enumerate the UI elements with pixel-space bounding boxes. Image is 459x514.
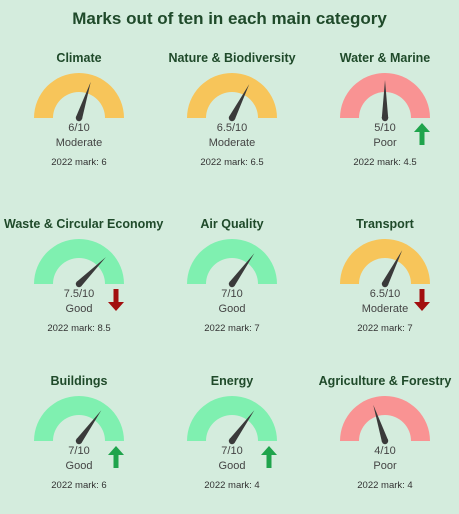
- gauge-arc: [340, 73, 430, 118]
- previous-mark: 2022 mark: 6: [51, 480, 107, 491]
- arrow-up-icon: [414, 123, 430, 145]
- category-name: Climate: [56, 51, 102, 65]
- score-value: 7/10: [68, 445, 90, 457]
- rating-label: Moderate: [55, 137, 103, 149]
- score-value: 7/10: [221, 445, 243, 457]
- rating-label: Moderate: [208, 137, 256, 149]
- score-gauge: [340, 239, 430, 288]
- category-card: Water & Marine 5/10 Poor 2022 mark: 4.5: [310, 51, 459, 191]
- category-name: Waste & Circular Economy: [4, 217, 164, 231]
- category-card: Transport 6.5/10 Moderate 2022 mark: 7: [310, 217, 459, 357]
- arrow-down-icon: [108, 289, 124, 311]
- gauge-hub: [381, 437, 389, 445]
- gauge-arc: [187, 73, 277, 118]
- gauge-needle: [229, 84, 250, 120]
- gauge-needle: [382, 250, 403, 286]
- gauge-needle: [373, 404, 389, 442]
- rating-label: Good: [218, 303, 246, 315]
- category-name: Water & Marine: [339, 51, 431, 65]
- gauge-arc: [340, 396, 430, 441]
- rating-label: Moderate: [361, 303, 409, 315]
- score-gauge: [340, 396, 430, 445]
- rating-label: Good: [65, 460, 93, 472]
- gauge-arc: [187, 396, 277, 441]
- score-value: 7.5/10: [63, 288, 95, 300]
- category-name: Transport: [356, 217, 414, 231]
- arrow-up-icon: [108, 446, 124, 468]
- score-gauge: [187, 73, 277, 122]
- gauge-hub: [228, 280, 236, 288]
- gauge-needle: [76, 410, 102, 443]
- previous-mark: 2022 mark: 7: [204, 323, 260, 334]
- score-value: 6.5/10: [369, 288, 401, 300]
- category-card: Buildings 7/10 Good 2022 mark: 6: [4, 374, 154, 514]
- gauge-hub: [228, 114, 236, 122]
- rating-label: Good: [65, 303, 93, 315]
- previous-mark: 2022 mark: 4.5: [353, 157, 417, 168]
- category-card: Climate 6/10 Moderate 2022 mark: 6: [4, 51, 154, 191]
- gauge-arc: [187, 239, 277, 284]
- previous-mark: 2022 mark: 7: [357, 323, 413, 334]
- category-card: Energy 7/10 Good 2022 mark: 4: [157, 374, 307, 514]
- score-gauge: [340, 73, 430, 122]
- page-title: Marks out of ten in each main category: [72, 9, 387, 28]
- score-value: 5/10: [374, 122, 396, 134]
- category-card: Agriculture & Forestry 4/10 Poor 2022 mark:…: [310, 374, 459, 514]
- category-name: Air Quality: [200, 217, 264, 231]
- previous-mark: 2022 mark: 4: [357, 480, 413, 491]
- score-gauge: [34, 396, 124, 445]
- previous-mark: 2022 mark: 4: [204, 480, 260, 491]
- gauge-hub: [228, 437, 236, 445]
- gauge-arc: [34, 239, 124, 284]
- gauge-arc: [34, 73, 124, 118]
- category-card: Waste & Circular Economy 7.5/10 Good 2022 m…: [4, 217, 164, 357]
- gauge-hub: [381, 114, 389, 122]
- category-name: Energy: [210, 374, 254, 388]
- gauge-needle: [229, 253, 255, 286]
- previous-mark: 2022 mark: 6.5: [200, 157, 264, 168]
- gauge-needle: [229, 410, 255, 443]
- gauge-needle: [76, 257, 106, 287]
- score-value: 6/10: [68, 122, 90, 134]
- score-value: 4/10: [374, 445, 396, 457]
- previous-mark: 2022 mark: 6: [51, 157, 107, 168]
- score-gauge: [187, 239, 277, 288]
- score-gauge: [34, 73, 124, 122]
- score-gauge: [34, 239, 124, 288]
- score-value: 6.5/10: [216, 122, 248, 134]
- score-gauge: [187, 396, 277, 445]
- rating-label: Poor: [373, 137, 397, 149]
- gauge-arc: [34, 396, 124, 441]
- rating-label: Poor: [373, 460, 397, 472]
- rating-label: Good: [218, 460, 246, 472]
- gauge-hub: [381, 280, 389, 288]
- arrow-down-icon: [414, 289, 430, 311]
- gauge-hub: [75, 280, 83, 288]
- category-name: Agriculture & Forestry: [318, 374, 452, 388]
- category-name: Buildings: [50, 374, 108, 388]
- category-name: Nature & Biodiversity: [168, 51, 296, 65]
- arrow-up-icon: [261, 446, 277, 468]
- score-value: 7/10: [221, 288, 243, 300]
- gauge-needle: [381, 80, 389, 118]
- gauge-arc: [340, 239, 430, 284]
- category-card: Air Quality 7/10 Good 2022 mark: 7: [157, 217, 307, 357]
- previous-mark: 2022 mark: 8.5: [47, 323, 111, 334]
- category-card: Nature & Biodiversity 6.5/10 Moderate 2022 …: [157, 51, 307, 191]
- gauge-hub: [75, 437, 83, 445]
- gauge-needle: [75, 81, 91, 119]
- gauge-hub: [75, 114, 83, 122]
